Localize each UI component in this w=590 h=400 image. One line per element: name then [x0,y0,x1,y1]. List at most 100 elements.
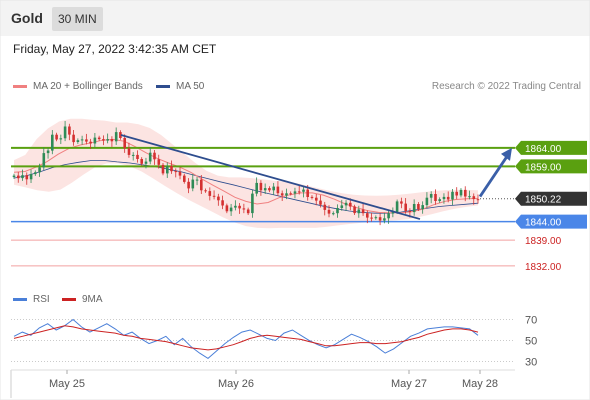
candle-body [285,193,288,196]
candle-body [195,179,199,181]
candle-body [357,209,361,214]
candle-body [332,213,335,215]
price-tag-label: 1859.00 [525,162,562,173]
candle-body [434,194,437,201]
candle-body [161,164,165,174]
bollinger-band-layer [14,118,478,229]
price-levels-layer [11,146,515,267]
candle-body [391,212,395,214]
price-tag [515,214,587,229]
candle-body [63,126,67,139]
candle-body [400,201,403,204]
candle-body [344,202,348,206]
candle-body [319,200,322,205]
candle-body [221,200,224,206]
candle-body [114,132,118,142]
candle-body [89,141,92,144]
rsi-swatch [13,298,27,301]
ma50-swatch [156,85,170,88]
projection-arrow-head [501,147,512,161]
candle-body [310,196,314,198]
candle-body [370,217,373,219]
candle-body [21,175,24,179]
candle-body [85,139,88,142]
candle-body [76,140,80,142]
rsi-ma-line [13,325,479,351]
candle-body [289,193,292,195]
rsi-panel: 70 50 30 [11,315,537,369]
candle-body [212,195,216,197]
candle-body [136,154,139,159]
candle-body [204,190,207,192]
candle-body [302,189,305,192]
candle-body [468,196,471,198]
candle-body [131,154,135,156]
candle-body [255,182,258,194]
x-tick-label: May 27 [391,378,427,390]
candle-body [166,166,169,174]
rsi-tick-label: 50 [525,336,537,348]
x-tick-label: May 25 [49,378,85,390]
candle-body [336,208,339,214]
candle-body [46,150,50,154]
candle-body [157,159,161,165]
legend-rsi-label: RSI [33,294,50,305]
candle-body [144,161,148,164]
candle-body [93,137,97,144]
candle-body [353,206,356,214]
candle-body [200,179,203,191]
candle-body [80,139,84,141]
ma20-swatch [13,85,27,88]
candles-layer [12,121,480,226]
candle-body [361,209,365,214]
timeframe-button[interactable]: 30 MIN [52,7,103,31]
price-tags-layer: 1864.00 1859.00 1850.22 1844.00 1839.00 1832.… [515,140,587,273]
price-tag-label: 1864.00 [525,144,562,155]
candle-body [110,139,114,142]
candle-body [429,194,433,198]
candle-body [25,175,29,180]
report-datetime: Friday, May 27, 2022 3:42:35 AM CET [13,42,217,56]
x-tick-label: May 28 [462,378,498,390]
candle-body [404,203,407,211]
legend-ma50: MA 50 [156,81,204,92]
candle-body [259,182,263,191]
candle-body [366,213,369,218]
candle-body [38,167,41,173]
price-tag-label: 1839.00 [525,236,562,247]
candle-body [263,188,267,191]
rsi-line [13,318,479,360]
candle-body [425,197,429,206]
price-tag [515,140,587,155]
candle-body [464,189,467,197]
candle-body [51,134,54,151]
candle-body [408,211,412,213]
x-tick-label: May 26 [218,378,254,390]
projection-arrow-shaft [478,154,510,198]
candle-body [442,196,446,200]
candle-body [140,159,143,164]
rsi-ma-swatch [62,298,76,301]
candle-body [187,181,190,189]
legend-ma20: MA 20 + Bollinger Bands [13,81,143,92]
candle-body [191,179,195,189]
candle-body [251,193,254,214]
candle-body [225,205,229,212]
candle-body [412,204,416,213]
legend-ma20-label: MA 20 + Bollinger Bands [33,81,143,92]
price-tag [515,191,587,206]
candle-body [34,172,37,175]
candle-body [276,186,280,194]
price-tag-label: 1850.22 [525,195,562,206]
candle-body [417,204,420,210]
candle-body [446,196,450,200]
candle-body [476,199,480,201]
candle-body [323,204,327,210]
candle-body [268,188,271,191]
legend-rsi-ma-label: 9MA [82,294,103,305]
candle-body [229,207,233,212]
legend-ma50-label: MA 50 [176,81,205,92]
price-tag-label: 1832.00 [525,262,562,273]
candle-body [106,139,109,141]
legend-rsi: RSI [13,294,50,305]
